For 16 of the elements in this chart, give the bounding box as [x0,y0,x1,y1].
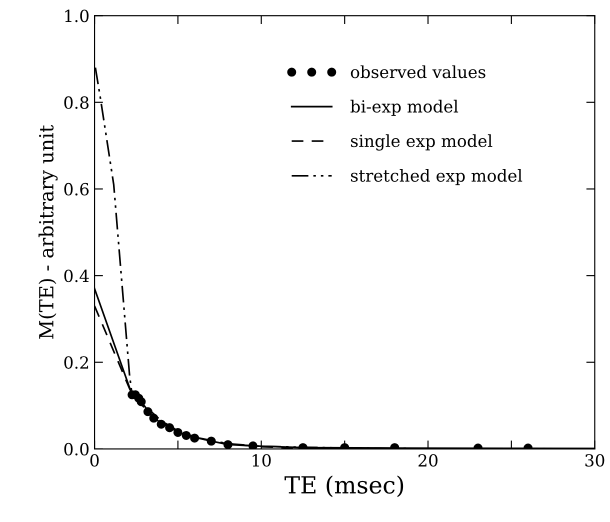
y-tick-label: 0.8 [64,96,89,109]
x-tick-label: 10 [252,454,271,467]
legend-label: single exp model [350,134,492,151]
x-tick-label: 30 [585,454,604,467]
y-tick-label: 0.4 [64,270,89,282]
x-tick-label: 20 [418,454,438,467]
x-axis-title: TE (msec) [284,475,404,498]
legend-label: bi-exp model [350,100,458,116]
x-tick-label: 0 [90,454,99,467]
legend-label: stretched exp model [350,168,522,186]
y-tick-label: 0.2 [64,356,88,369]
legend-label: observed values [350,65,486,78]
y-axis-title: M(TE) - arbitrary unit [38,124,58,339]
y-tick-label: 1.0 [65,10,89,22]
y-tick-label: 0.0 [64,442,89,456]
y-tick-label: 0.6 [64,182,89,196]
